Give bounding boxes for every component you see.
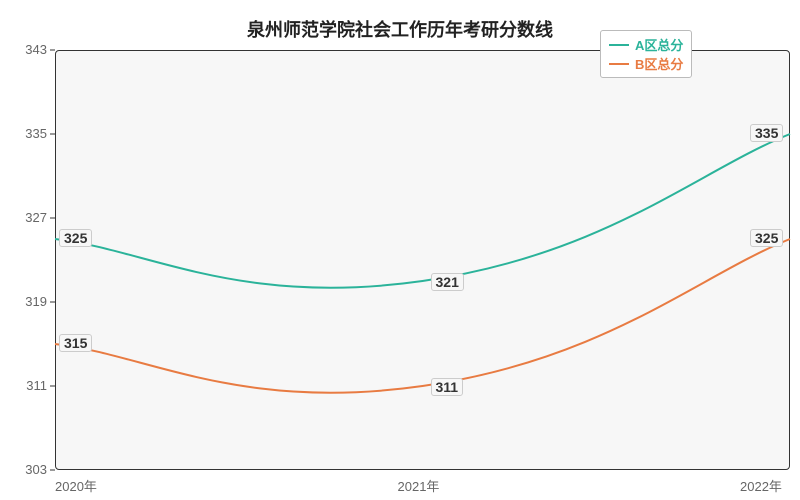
legend-label-b: B区总分	[635, 54, 683, 73]
y-tick-label: 335	[25, 126, 47, 141]
x-tick-label: 2022年	[740, 476, 782, 495]
series-line	[55, 134, 790, 288]
y-tick-label: 319	[25, 294, 47, 309]
data-point-label: 325	[750, 229, 783, 247]
data-point-label: 325	[59, 229, 92, 247]
series-line	[55, 239, 790, 393]
data-point-label: 311	[431, 378, 464, 396]
data-point-label: 315	[59, 334, 92, 352]
y-tick-label: 343	[25, 42, 47, 57]
legend-label-a: A区总分	[635, 35, 683, 54]
legend-item-a: A区总分	[609, 35, 683, 54]
x-tick-label: 2021年	[398, 476, 440, 495]
legend-item-b: B区总分	[609, 54, 683, 73]
data-point-label: 321	[431, 273, 464, 291]
legend: A区总分 B区总分	[600, 30, 692, 78]
data-point-label: 335	[750, 124, 783, 142]
x-tick-label: 2020年	[55, 476, 97, 495]
y-tick-label: 303	[25, 462, 47, 477]
chart-container: 泉州师范学院社会工作历年考研分数线 A区总分 B区总分 303311319327…	[0, 0, 800, 500]
y-tick-label: 327	[25, 210, 47, 225]
y-tick-label: 311	[26, 378, 47, 393]
legend-swatch-a	[609, 44, 629, 46]
legend-swatch-b	[609, 63, 629, 65]
